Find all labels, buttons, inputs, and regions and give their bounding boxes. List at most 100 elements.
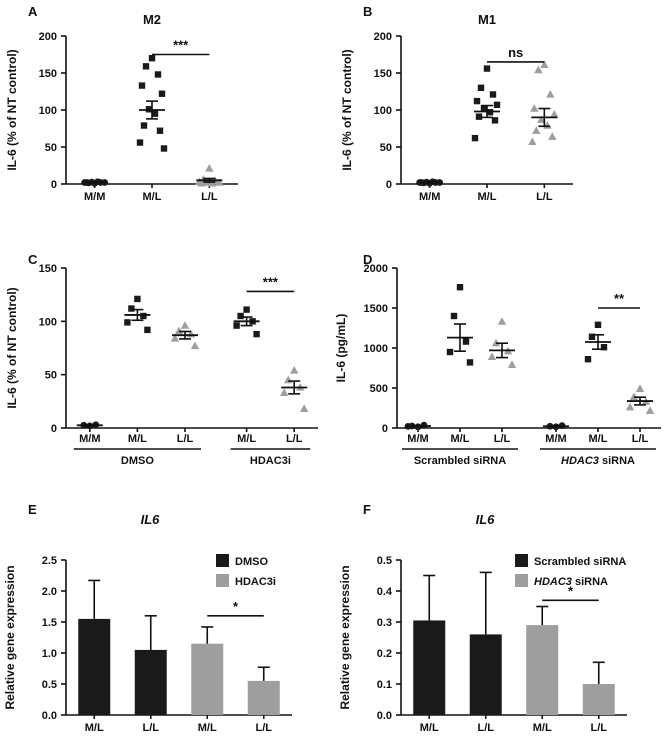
svg-text:IL6: IL6 bbox=[141, 512, 161, 527]
svg-text:HDAC3 siRNA: HDAC3 siRNA bbox=[534, 576, 608, 588]
panel-f-svg: 0.0 0.1 0.2 0.3 0.4 0.5 M/L L/L M/L L/L IL6 Relativ… bbox=[338, 512, 627, 734]
svg-text:Relative gene expression: Relative gene expression bbox=[3, 565, 17, 709]
svg-text:HDAC3i: HDAC3i bbox=[235, 576, 276, 588]
svg-text:0: 0 bbox=[51, 179, 57, 191]
svg-text:L/L: L/L bbox=[478, 722, 495, 734]
svg-text:***: *** bbox=[173, 38, 189, 53]
svg-text:M1: M1 bbox=[478, 12, 496, 27]
svg-text:DMSO: DMSO bbox=[235, 556, 268, 568]
svg-text:L/L: L/L bbox=[632, 433, 649, 445]
panel-e-chart: 0.0 0.5 1.0 1.5 2.0 2.5 M/L L/L M/L L/L IL6 Relativ… bbox=[0, 498, 334, 741]
svg-text:IL-6 (pg/mL): IL-6 (pg/mL) bbox=[335, 314, 348, 383]
svg-text:IL-6 (% of NT control): IL-6 (% of NT control) bbox=[5, 287, 19, 408]
svg-text:M2: M2 bbox=[143, 12, 161, 27]
svg-text:0: 0 bbox=[51, 423, 57, 435]
svg-text:M/L: M/L bbox=[420, 722, 439, 734]
panel-c-svg: 0 50 100 150 M/M M/L L/L M/L L/L IL-6 (% of NT co… bbox=[5, 263, 318, 467]
svg-text:1000: 1000 bbox=[364, 343, 388, 355]
svg-text:0.5: 0.5 bbox=[42, 679, 57, 691]
svg-text:50: 50 bbox=[45, 370, 57, 382]
svg-text:*: * bbox=[568, 583, 574, 598]
panel-f-letter: F bbox=[363, 502, 371, 517]
svg-text:0.4: 0.4 bbox=[377, 586, 393, 598]
svg-text:M/L: M/L bbox=[198, 722, 217, 734]
panel-d: D 0 500 1000 1500 2000 M/M M/L L/L M/M M/L L/L IL-6… bbox=[334, 248, 669, 492]
svg-text:M/L: M/L bbox=[128, 433, 147, 445]
svg-text:M/M: M/M bbox=[84, 191, 105, 203]
svg-text:0: 0 bbox=[386, 179, 392, 191]
panel-e-letter: E bbox=[28, 502, 37, 517]
svg-text:100: 100 bbox=[39, 316, 57, 328]
svg-text:L/L: L/L bbox=[591, 722, 608, 734]
svg-text:1.0: 1.0 bbox=[42, 648, 57, 660]
svg-text:IL-6 (% of NT control): IL-6 (% of NT control) bbox=[5, 49, 19, 170]
panel-d-letter: D bbox=[363, 252, 373, 267]
svg-text:Scrambled siRNA: Scrambled siRNA bbox=[414, 455, 506, 467]
svg-text:IL6: IL6 bbox=[476, 512, 496, 527]
svg-text:L/L: L/L bbox=[177, 433, 194, 445]
svg-text:L/L: L/L bbox=[143, 722, 160, 734]
panel-e-svg: 0.0 0.5 1.0 1.5 2.0 2.5 M/L L/L M/L L/L IL6 Relativ… bbox=[3, 512, 292, 734]
svg-text:M/L: M/L bbox=[237, 433, 256, 445]
svg-text:1.5: 1.5 bbox=[42, 617, 57, 629]
svg-text:0.0: 0.0 bbox=[377, 710, 392, 722]
svg-text:200: 200 bbox=[39, 31, 57, 43]
svg-text:***: *** bbox=[263, 274, 279, 289]
panel-b-letter: B bbox=[363, 4, 373, 19]
svg-text:**: ** bbox=[614, 291, 625, 306]
svg-text:50: 50 bbox=[45, 142, 57, 154]
panel-f-chart: 0.0 0.1 0.2 0.3 0.4 0.5 M/L L/L M/L L/L IL6 Relativ… bbox=[335, 498, 669, 741]
svg-text:0.1: 0.1 bbox=[377, 679, 392, 691]
svg-text:M/M: M/M bbox=[407, 433, 428, 445]
panel-e: E 0.0 0.5 1.0 1.5 2.0 2.5 M/L L/L M/L L/L IL6 Relat… bbox=[0, 498, 334, 741]
svg-text:*: * bbox=[233, 599, 239, 614]
svg-text:2000: 2000 bbox=[364, 263, 388, 275]
panel-d-chart: 0 500 1000 1500 2000 M/M M/L L/L M/M M/L L/L IL-6 (… bbox=[334, 248, 669, 492]
svg-text:M/L: M/L bbox=[533, 722, 552, 734]
svg-text:150: 150 bbox=[374, 68, 392, 80]
panel-d-svg: 0 500 1000 1500 2000 M/M M/L L/L M/M M/L L/L IL-6 (… bbox=[334, 263, 661, 467]
svg-text:500: 500 bbox=[370, 383, 388, 395]
svg-text:0.5: 0.5 bbox=[377, 555, 392, 567]
svg-text:100: 100 bbox=[39, 105, 57, 117]
svg-text:L/L: L/L bbox=[286, 433, 303, 445]
svg-text:M/M: M/M bbox=[79, 433, 100, 445]
svg-text:100: 100 bbox=[374, 105, 392, 117]
panel-a-letter: A bbox=[28, 4, 38, 19]
svg-text:M/L: M/L bbox=[478, 191, 497, 203]
panel-b-chart: 0 50 100 150 200 M/M M/L L/L M1 IL-6 (% of NT con… bbox=[335, 0, 669, 240]
svg-text:0: 0 bbox=[382, 423, 388, 435]
svg-text:M/L: M/L bbox=[85, 722, 104, 734]
svg-text:IL-6 (% of NT control): IL-6 (% of NT control) bbox=[340, 49, 354, 170]
svg-text:150: 150 bbox=[39, 68, 57, 80]
panel-c: C 0 50 100 150 M/M M/L L/L M/L L/L IL-6 (% of NT … bbox=[0, 248, 334, 492]
svg-text:M/M: M/M bbox=[419, 191, 440, 203]
svg-text:HDAC3 siRNA: HDAC3 siRNA bbox=[561, 455, 635, 467]
panel-f: F 0.0 0.1 0.2 0.3 0.4 0.5 M/L L/L M/L L/L IL6 Relat… bbox=[335, 498, 669, 741]
svg-text:L/L: L/L bbox=[494, 433, 511, 445]
svg-text:HDAC3i: HDAC3i bbox=[250, 455, 291, 467]
panel-b: B 0 50 100 150 200 M/M M/L L/L M1 IL-6 (% of NT c… bbox=[335, 0, 669, 240]
svg-text:Relative gene expression: Relative gene expression bbox=[338, 565, 352, 709]
svg-text:L/L: L/L bbox=[256, 722, 273, 734]
svg-text:0.0: 0.0 bbox=[42, 710, 57, 722]
panel-c-chart: 0 50 100 150 M/M M/L L/L M/L L/L IL-6 (% of NT co… bbox=[0, 248, 334, 492]
panel-a-svg: 0 50 100 150 200 M/M M/L L/L M2 IL-6 (% of NT con… bbox=[5, 12, 238, 203]
svg-text:0.3: 0.3 bbox=[377, 617, 392, 629]
svg-text:200: 200 bbox=[374, 31, 392, 43]
svg-text:ns: ns bbox=[508, 45, 523, 60]
svg-text:1500: 1500 bbox=[364, 303, 388, 315]
svg-text:DMSO: DMSO bbox=[121, 455, 154, 467]
svg-text:M/L: M/L bbox=[143, 191, 162, 203]
svg-text:150: 150 bbox=[39, 263, 57, 275]
svg-text:M/L: M/L bbox=[451, 433, 470, 445]
svg-text:M/L: M/L bbox=[589, 433, 608, 445]
panel-c-letter: C bbox=[28, 252, 38, 267]
svg-text:L/L: L/L bbox=[536, 191, 553, 203]
svg-text:50: 50 bbox=[380, 142, 392, 154]
panel-a: A 0 50 100 150 200 M/M M/L L/L M2 IL-6 (% of NT c… bbox=[0, 0, 334, 240]
svg-text:2.0: 2.0 bbox=[42, 586, 57, 598]
panel-b-svg: 0 50 100 150 200 M/M M/L L/L M1 IL-6 (% of NT con… bbox=[340, 12, 573, 203]
svg-text:0.2: 0.2 bbox=[377, 648, 392, 660]
